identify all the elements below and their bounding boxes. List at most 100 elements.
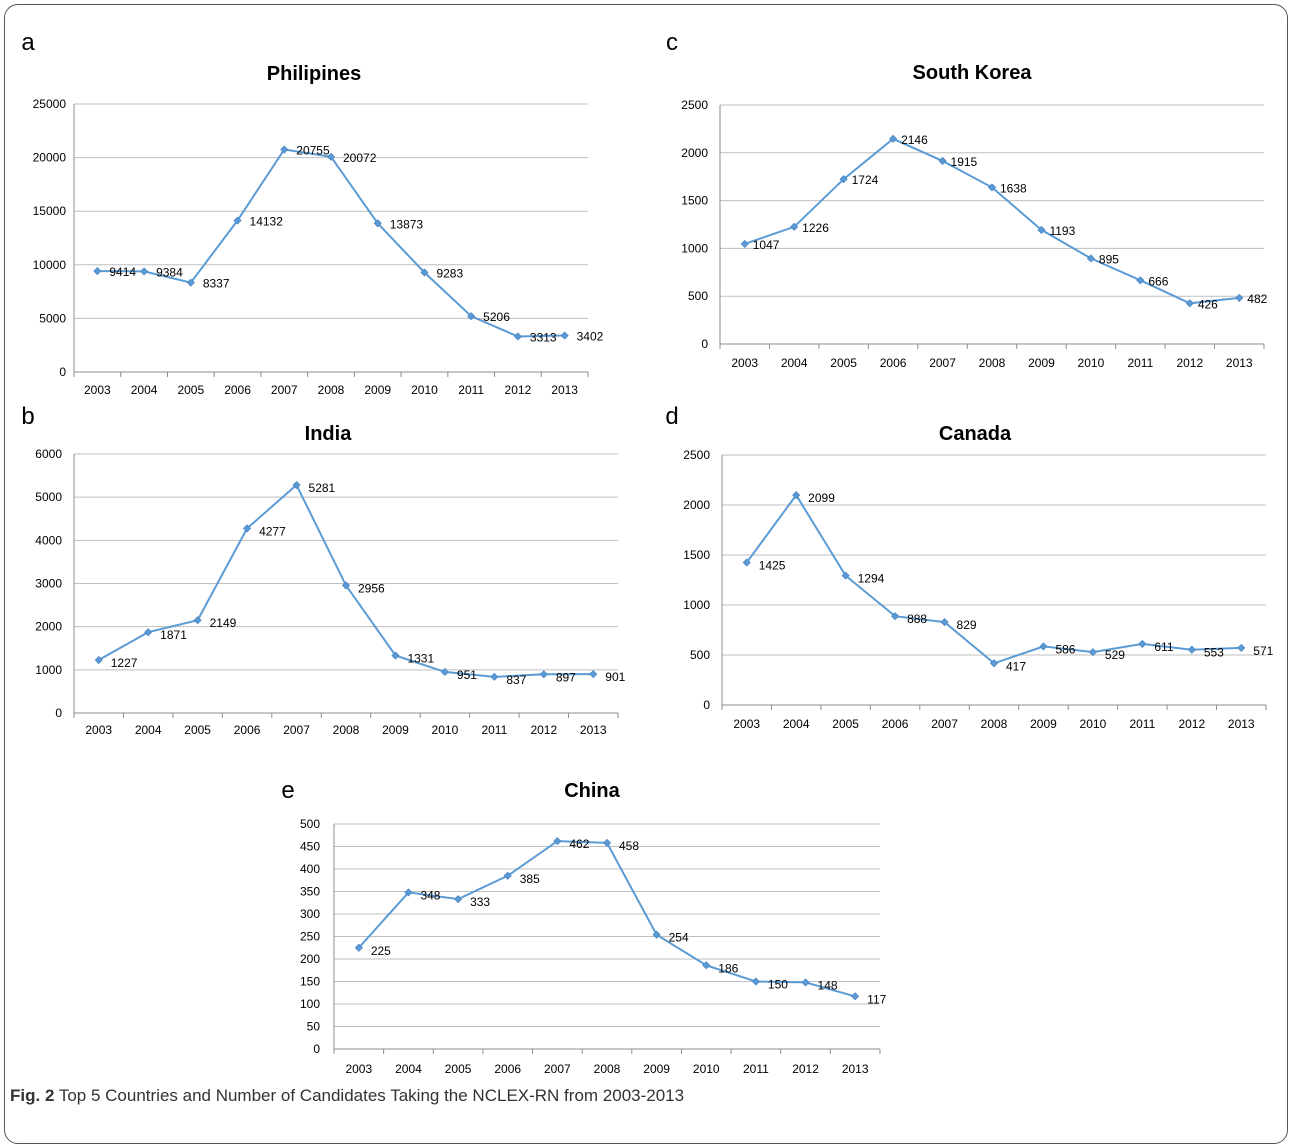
x-tick-label: 2012 [530,723,557,737]
data-point [839,175,848,184]
y-tick-label: 50 [307,1020,321,1034]
data-point [144,628,153,637]
data-label: 888 [907,612,927,626]
x-tick-label: 2011 [1129,717,1155,731]
data-label: 482 [1247,292,1267,306]
y-tick-label: 0 [701,337,708,351]
data-label: 529 [1105,648,1125,662]
y-tick-label: 0 [59,365,66,379]
x-tick-label: 2011 [1127,356,1153,370]
y-tick-label: 350 [300,885,320,899]
data-point [539,670,548,679]
x-tick-label: 2005 [184,723,211,737]
chart-d: d Canada 0 500 1000 1500 2000 2500 2003 2004 2005 2… [665,403,1273,731]
x-tick-label: 2010 [1080,717,1107,731]
x-tick-label: 2003 [84,383,111,397]
y-tick-label: 450 [300,840,320,854]
data-label: 1915 [951,155,978,169]
data-point [292,480,301,490]
data-point [589,670,598,679]
data-label: 1226 [802,221,829,235]
data-label: 2099 [808,491,835,505]
x-tick-label: 2006 [882,717,909,731]
data-label: 426 [1198,297,1218,311]
y-tick-label: 2000 [683,498,710,512]
data-point [702,961,711,970]
x-tick-label: 2011 [743,1062,769,1076]
x-tick-label: 2003 [731,356,758,370]
caption-label: Fig. 2 [10,1086,55,1105]
data-label: 571 [1253,644,1273,658]
x-tick-label: 2012 [1178,717,1205,731]
data-point [503,871,512,880]
data-point [940,618,949,627]
data-label: 837 [506,673,526,687]
x-tick-label: 2010 [1078,356,1105,370]
x-tick-label: 2013 [842,1062,869,1076]
data-label: 385 [520,872,540,886]
data-point [420,268,429,277]
data-label: 3402 [577,330,604,344]
data-label: 1294 [858,572,885,586]
x-tick-label: 2011 [481,723,507,737]
y-tick-label: 100 [300,997,320,1011]
x-tick-label: 2007 [931,717,958,731]
data-point [560,331,569,340]
x-tick-label: 2004 [781,356,808,370]
chart-e: e China 0 50 100 150 200 250 300 350 400 450 500 2003… [281,777,886,1076]
x-tick-label: 2010 [693,1062,720,1076]
x-tick-label: 2006 [494,1062,521,1076]
x-tick-label: 2010 [411,383,438,397]
x-tick-label: 2013 [1226,356,1253,370]
data-label: 3313 [530,330,557,344]
y-tick-label: 1000 [681,241,708,255]
data-label: 150 [768,978,788,992]
data-label: 2149 [210,616,237,630]
x-tick-label: 2009 [364,383,391,397]
data-point [989,659,999,668]
data-label: 333 [470,895,490,909]
data-label: 951 [457,668,477,682]
chart-title: Philipines [267,63,361,85]
data-label: 348 [420,888,440,902]
y-tick-label: 10000 [33,258,67,272]
chart-title: China [564,780,620,802]
data-point [889,134,898,143]
data-point [987,183,997,192]
data-point [790,222,799,231]
panel-label: c [666,29,678,56]
y-tick-label: 25000 [33,97,67,111]
data-point [652,930,661,939]
y-tick-label: 0 [55,706,62,720]
panel-label: e [281,777,294,804]
data-point [326,152,336,161]
data-label: 20072 [343,151,377,165]
data-point [792,491,801,500]
x-tick-label: 2008 [981,717,1008,731]
y-tick-label: 150 [300,975,320,989]
data-point [1187,645,1196,654]
x-tick-label: 2004 [131,383,158,397]
data-point [440,667,449,677]
panel-label: d [665,403,678,430]
y-tick-label: 15000 [33,204,67,218]
y-tick-label: 0 [703,698,710,712]
data-label: 9384 [156,265,183,279]
x-tick-label: 2013 [580,723,607,737]
x-tick-label: 2010 [432,723,459,737]
x-tick-label: 2006 [224,383,251,397]
data-label: 1227 [111,656,138,670]
x-tick-label: 2004 [135,723,162,737]
x-tick-label: 2009 [1030,717,1057,731]
data-label: 13873 [390,217,424,231]
y-tick-label: 2000 [35,620,62,634]
x-tick-label: 2009 [382,723,409,737]
data-point [373,219,382,228]
x-tick-label: 2008 [318,383,345,397]
data-label: 9414 [109,265,136,279]
data-label: 895 [1099,252,1119,266]
data-point [1037,225,1046,235]
data-point [280,145,289,154]
data-point [404,888,413,897]
series-line [358,840,856,998]
